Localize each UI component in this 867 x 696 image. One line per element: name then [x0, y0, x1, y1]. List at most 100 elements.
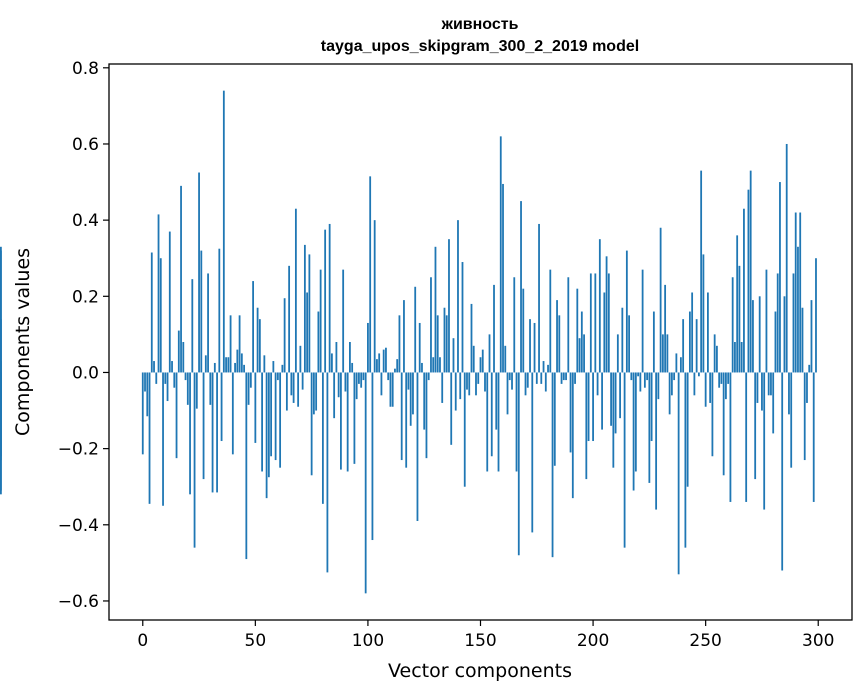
bar-252: [709, 372, 712, 403]
bar-261: [729, 372, 732, 502]
bar-178: [542, 361, 545, 373]
bar-137: [450, 372, 453, 445]
bar-3: [148, 372, 151, 504]
bar-140: [457, 220, 459, 373]
bar-131: [436, 315, 439, 373]
bar-177: [540, 372, 543, 384]
bar-165: [513, 277, 516, 373]
bar-45: [243, 364, 245, 373]
bar-221: [639, 372, 642, 392]
bar-251: [707, 292, 709, 373]
bar-98: [362, 372, 365, 381]
bar-214: [623, 372, 626, 548]
bar-229: [657, 372, 660, 400]
bar-266: [740, 342, 743, 373]
bar-243: [688, 311, 691, 373]
bar-22: [191, 279, 194, 373]
bar-24: [195, 372, 198, 409]
bar-73: [306, 292, 309, 373]
bar-189: [567, 277, 570, 373]
bar-230: [659, 227, 662, 373]
bar-29: [207, 273, 209, 373]
bar-18: [182, 342, 185, 373]
bar-191: [571, 372, 574, 499]
bar-133: [441, 372, 444, 403]
bar-109: [387, 372, 390, 381]
bar-173: [531, 372, 534, 533]
bar-201: [594, 273, 597, 373]
y-tick-label-6: −0.4: [58, 516, 99, 536]
bar-118: [407, 372, 410, 390]
bar-12: [168, 231, 171, 373]
bar-170: [524, 372, 527, 396]
bar-86: [335, 342, 338, 373]
bar-199: [589, 273, 592, 373]
bar-184: [556, 300, 558, 373]
bar-74: [308, 254, 311, 373]
bar-84: [331, 353, 333, 373]
bar-150: [479, 357, 482, 373]
bar-49: [252, 281, 254, 373]
bar-72: [303, 244, 306, 373]
bar-143: [463, 372, 466, 487]
bar-71: [301, 372, 304, 390]
bar-179: [544, 372, 547, 392]
bar-141: [459, 372, 462, 400]
bar-285: [783, 296, 786, 373]
bar-149: [477, 372, 480, 384]
bar-5: [153, 361, 155, 373]
bar-196: [583, 334, 585, 373]
bar-268: [745, 372, 748, 502]
bar-262: [731, 277, 734, 373]
bar-138: [452, 338, 455, 373]
bar-43: [238, 315, 241, 373]
bar-222: [641, 269, 644, 373]
bar-172: [529, 319, 531, 373]
bar-142: [461, 262, 464, 373]
bar-242: [686, 372, 689, 487]
bar-21: [189, 372, 191, 495]
bar-81: [324, 229, 327, 373]
bar-257: [720, 372, 723, 384]
bar-65: [288, 265, 291, 373]
bar-289: [792, 273, 795, 373]
bar-122: [416, 372, 419, 521]
x-tick-label-200: 200: [577, 631, 609, 651]
bar-115: [400, 372, 403, 461]
bar-148: [475, 372, 477, 396]
chart-subtitle: tayga_upos_skipgram_300_2_2019 model: [321, 38, 639, 55]
bar-216: [628, 315, 630, 373]
bar-96: [358, 372, 360, 384]
bar-34: [218, 248, 221, 373]
bar-121: [414, 286, 417, 373]
bar-195: [580, 311, 583, 373]
bar-235: [670, 372, 673, 396]
bar-274: [758, 296, 761, 373]
bar-106: [380, 372, 383, 396]
bar-110: [389, 372, 392, 407]
bar-246: [695, 319, 698, 373]
bar-182: [551, 372, 554, 558]
bar-19: [184, 372, 187, 381]
bar-44: [240, 353, 243, 373]
bar-130: [434, 246, 437, 373]
bar-187: [562, 372, 565, 381]
bar-39: [229, 315, 232, 373]
bar-194: [578, 338, 581, 373]
y-tick-label-1: 0.6: [72, 135, 99, 155]
bar-59: [274, 372, 277, 461]
bar-296: [808, 364, 811, 373]
bar-265: [738, 265, 741, 373]
bar-288: [790, 372, 793, 468]
bar-277: [765, 269, 768, 373]
bar-217: [630, 372, 633, 381]
bar-213: [621, 307, 624, 373]
bar-20: [186, 372, 189, 405]
bar-89: [342, 269, 345, 373]
bar-158: [497, 372, 500, 472]
bar-146: [470, 303, 473, 373]
bar-55: [265, 372, 268, 499]
bar-193: [576, 288, 579, 373]
bar-162: [506, 372, 509, 415]
bar-267: [743, 208, 745, 373]
